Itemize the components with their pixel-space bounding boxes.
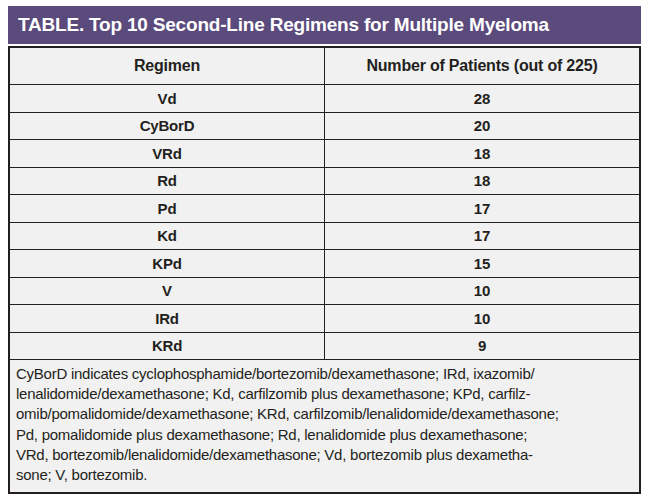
patients-cell: 15 (325, 250, 640, 278)
regimen-cell: V (10, 277, 325, 305)
patients-cell: 9 (325, 332, 640, 360)
footnote-line: CyBorD indicates cyclophosphamide/bortez… (16, 364, 633, 384)
table-frame: Regimen Number of Patients (out of 225) … (8, 46, 641, 494)
regimen-table: Regimen Number of Patients (out of 225) … (10, 48, 639, 360)
table-row: KRd9 (10, 332, 639, 360)
regimen-cell: Kd (10, 222, 325, 250)
regimen-cell: Pd (10, 195, 325, 223)
footnote-line: sone; V, bortezomib. (16, 465, 633, 485)
patients-cell: 17 (325, 195, 640, 223)
header-row: Regimen Number of Patients (out of 225) (10, 48, 639, 85)
table-footnote: CyBorD indicates cyclophosphamide/bortez… (10, 360, 639, 485)
footnote-line: lenalidomide/dexamethasone; Kd, carfilzo… (16, 384, 633, 404)
footnote-line: Pd, pomalidomide plus dexamethasone; Rd,… (16, 425, 633, 445)
table-title-bar: TABLE. Top 10 Second-Line Regimens for M… (8, 6, 641, 44)
table-row: Kd17 (10, 222, 639, 250)
footnote-line: omib/pomalidomide/dexamethasone; KRd, ca… (16, 404, 633, 424)
footnote-line: VRd, bortezomib/lenalidomide/dexamethaso… (16, 445, 633, 465)
regimen-cell: VRd (10, 140, 325, 168)
regimen-cell: IRd (10, 305, 325, 333)
regimen-cell: Rd (10, 167, 325, 195)
page: TABLE. Top 10 Second-Line Regimens for M… (0, 0, 648, 500)
patients-cell: 18 (325, 140, 640, 168)
patients-cell: 18 (325, 167, 640, 195)
regimen-cell: Vd (10, 85, 325, 113)
column-header-patients: Number of Patients (out of 225) (325, 48, 640, 85)
table-row: V10 (10, 277, 639, 305)
table-title: TABLE. Top 10 Second-Line Regimens for M… (18, 14, 549, 36)
regimen-cell: KPd (10, 250, 325, 278)
patients-cell: 10 (325, 277, 640, 305)
table-row: Pd17 (10, 195, 639, 223)
table-row: Rd18 (10, 167, 639, 195)
table-row: KPd15 (10, 250, 639, 278)
table-row: CyBorD20 (10, 112, 639, 140)
patients-cell: 10 (325, 305, 640, 333)
regimen-cell: CyBorD (10, 112, 325, 140)
patients-cell: 20 (325, 112, 640, 140)
table-row: VRd18 (10, 140, 639, 168)
column-header-regimen: Regimen (10, 48, 325, 85)
patients-cell: 17 (325, 222, 640, 250)
patients-cell: 28 (325, 85, 640, 113)
table-row: Vd28 (10, 85, 639, 113)
regimen-cell: KRd (10, 332, 325, 360)
table-row: IRd10 (10, 305, 639, 333)
regimen-table-body: Vd28CyBorD20VRd18Rd18Pd17Kd17KPd15V10IRd… (10, 85, 639, 360)
